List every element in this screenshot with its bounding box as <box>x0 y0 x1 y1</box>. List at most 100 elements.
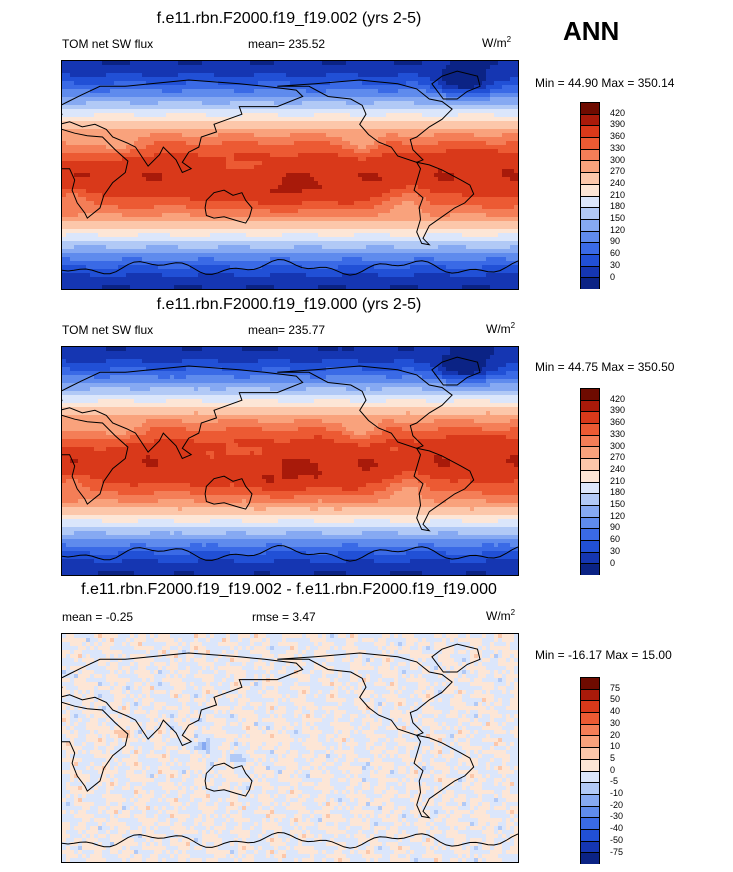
field-cell <box>158 129 163 134</box>
field-cell <box>206 65 211 70</box>
field-cell <box>482 125 487 130</box>
field-cell <box>366 129 371 134</box>
field-cell <box>414 61 419 66</box>
field-cell <box>446 73 451 78</box>
field-cell <box>130 85 135 90</box>
field-cell <box>146 181 151 186</box>
field-cell <box>502 213 507 218</box>
field-cell <box>150 77 155 82</box>
field-cell <box>82 105 87 110</box>
field-cell <box>118 233 123 238</box>
field-cell <box>278 85 283 90</box>
field-cell <box>510 161 515 166</box>
field-cell <box>294 213 299 218</box>
field-cell <box>374 65 379 70</box>
field-cell <box>402 209 407 214</box>
field-cell <box>362 121 367 126</box>
field-cell <box>138 177 143 182</box>
field-cell <box>118 165 123 170</box>
field-cell <box>154 65 159 70</box>
field-cell <box>66 209 71 214</box>
field-cell <box>314 225 319 230</box>
field-cell <box>106 233 111 238</box>
field-cell <box>398 161 403 166</box>
field-cell <box>290 109 295 114</box>
field-cell <box>378 133 383 138</box>
field-cell <box>226 189 231 194</box>
field-cell <box>230 221 235 226</box>
field-cell <box>74 113 79 118</box>
field-cell <box>102 81 107 86</box>
field-cell <box>506 161 511 166</box>
field-cell <box>70 213 75 218</box>
field-cell <box>314 121 319 126</box>
field-cell <box>186 213 191 218</box>
field-cell <box>142 61 147 66</box>
field-cell <box>498 133 503 138</box>
field-cell <box>458 105 463 110</box>
field-cell <box>114 121 119 126</box>
field-cell <box>186 101 191 106</box>
field-cell <box>158 85 163 90</box>
field-cell <box>126 109 131 114</box>
field-cell <box>286 157 291 162</box>
field-cell <box>230 73 235 78</box>
field-cell <box>138 197 143 202</box>
field-cell <box>390 153 395 158</box>
field-cell <box>254 169 259 174</box>
field-cell <box>182 81 187 86</box>
field-cell <box>386 93 391 98</box>
field-cell <box>214 205 219 210</box>
field-cell <box>466 65 471 70</box>
field-cell <box>242 193 247 198</box>
field-cell <box>202 165 207 170</box>
field-cell <box>462 97 467 102</box>
field-cell <box>210 101 215 106</box>
field-cell <box>430 217 435 222</box>
field-cell <box>338 137 343 142</box>
field-cell <box>438 125 443 130</box>
field-cell <box>350 169 355 174</box>
field-cell <box>466 101 471 106</box>
field-cell <box>478 65 483 70</box>
field-cell <box>406 165 411 170</box>
field-cell <box>506 69 511 74</box>
field-cell <box>498 113 503 118</box>
field-cell <box>230 65 235 70</box>
field-cell <box>150 125 155 130</box>
field-cell <box>402 125 407 130</box>
field-cell <box>314 193 319 198</box>
field-cell <box>434 61 439 66</box>
field-cell <box>234 169 239 174</box>
field-cell <box>414 117 419 122</box>
field-cell <box>86 169 91 174</box>
field-cell <box>318 105 323 110</box>
field-cell <box>130 197 135 202</box>
field-cell <box>266 233 271 238</box>
field-cell <box>298 193 303 198</box>
field-cell <box>262 77 267 82</box>
field-cell <box>482 89 487 94</box>
field-cell <box>358 233 363 238</box>
field-cell <box>238 73 243 78</box>
field-cell <box>194 153 199 158</box>
field-cell <box>234 65 239 70</box>
field-cell <box>102 93 107 98</box>
field-cell <box>378 89 383 94</box>
field-cell <box>94 97 99 102</box>
field-cell <box>242 81 247 86</box>
field-cell <box>102 173 107 178</box>
field-cell <box>78 65 83 70</box>
field-cell <box>430 145 435 150</box>
field-cell <box>162 169 167 174</box>
field-cell <box>214 133 219 138</box>
field-cell <box>314 169 319 174</box>
field-cell <box>462 209 467 214</box>
field-cell <box>90 217 95 222</box>
field-cell <box>162 105 167 110</box>
field-cell <box>406 113 411 118</box>
field-cell <box>458 97 463 102</box>
field-cell <box>242 217 247 222</box>
field-cell <box>150 165 155 170</box>
field-cell <box>378 101 383 106</box>
